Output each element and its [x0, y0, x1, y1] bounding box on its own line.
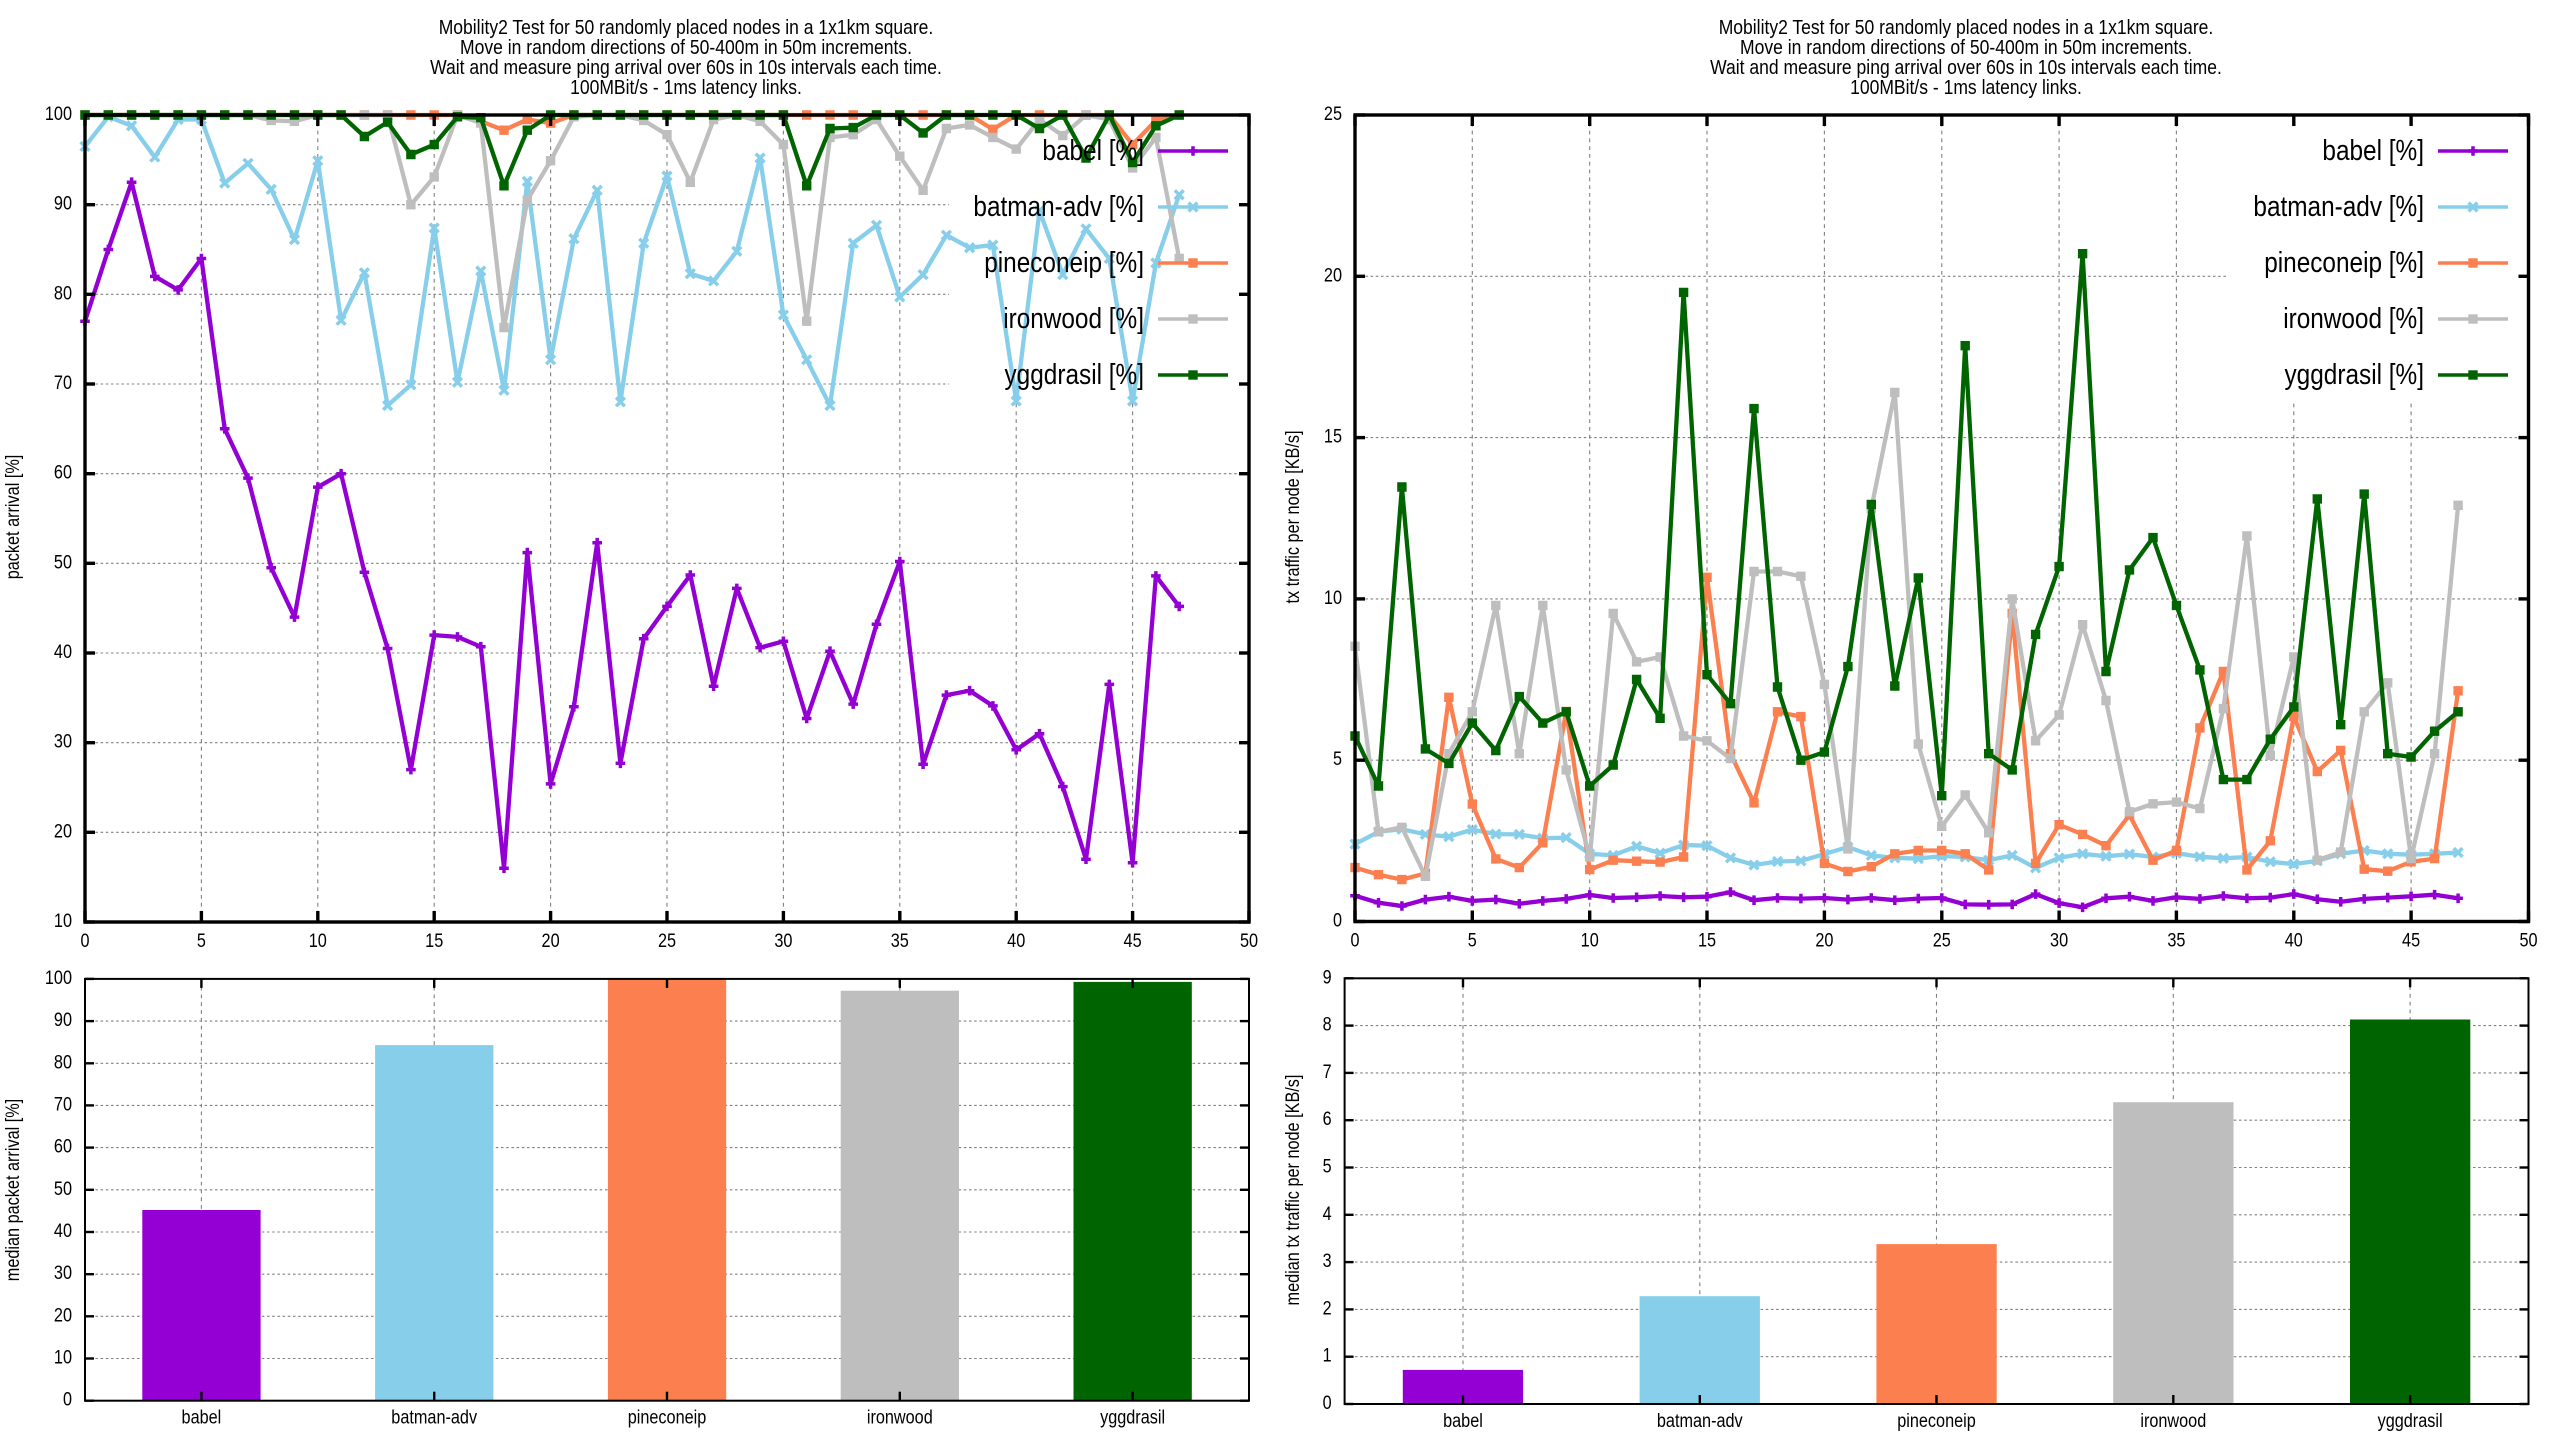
svg-text:45: 45 — [1124, 931, 1142, 952]
svg-text:30: 30 — [2050, 931, 2068, 952]
svg-text:batman-adv [%]: batman-adv [%] — [973, 191, 1144, 223]
svg-text:40: 40 — [54, 642, 72, 663]
svg-text:yggdrasil: yggdrasil — [2378, 1411, 2443, 1432]
svg-text:median tx traffic per node [KB: median tx traffic per node [KB/s] — [1283, 1075, 1304, 1306]
svg-text:9: 9 — [1323, 967, 1332, 988]
svg-text:packet arrival [%]: packet arrival [%] — [3, 455, 24, 580]
svg-text:0: 0 — [1351, 931, 1360, 952]
svg-text:100: 100 — [45, 104, 72, 125]
svg-text:pineconeip [%]: pineconeip [%] — [2264, 247, 2424, 279]
svg-text:50: 50 — [54, 1179, 72, 1200]
svg-text:ironwood [%]: ironwood [%] — [1003, 303, 1144, 335]
svg-text:yggdrasil [%]: yggdrasil [%] — [2285, 359, 2425, 391]
svg-text:20: 20 — [54, 1305, 72, 1326]
svg-text:50: 50 — [1240, 931, 1258, 952]
svg-text:batman-adv: batman-adv — [1657, 1411, 1743, 1432]
svg-text:35: 35 — [891, 931, 909, 952]
svg-text:20: 20 — [54, 821, 72, 842]
svg-text:50: 50 — [54, 552, 72, 573]
svg-text:2: 2 — [1323, 1298, 1332, 1319]
svg-text:80: 80 — [54, 1052, 72, 1073]
svg-text:10: 10 — [54, 911, 72, 932]
svg-text:10: 10 — [1581, 931, 1599, 952]
svg-text:70: 70 — [54, 1094, 72, 1115]
svg-text:0: 0 — [1323, 1393, 1332, 1414]
svg-text:Move in random directions of 5: Move in random directions of 50-400m in … — [460, 36, 912, 59]
svg-text:8: 8 — [1323, 1015, 1332, 1036]
svg-text:15: 15 — [1324, 427, 1342, 448]
svg-text:ironwood [%]: ironwood [%] — [2283, 303, 2424, 335]
svg-text:40: 40 — [1007, 931, 1025, 952]
svg-text:90: 90 — [54, 1010, 72, 1031]
svg-text:0: 0 — [63, 1390, 72, 1411]
svg-text:Move in random directions of 5: Move in random directions of 50-400m in … — [1740, 36, 2192, 59]
svg-text:25: 25 — [1933, 931, 1951, 952]
svg-text:3: 3 — [1323, 1251, 1332, 1272]
svg-text:30: 30 — [774, 931, 792, 952]
svg-text:7: 7 — [1323, 1062, 1332, 1083]
svg-text:60: 60 — [54, 463, 72, 484]
svg-text:0: 0 — [81, 931, 90, 952]
svg-text:5: 5 — [1468, 931, 1477, 952]
svg-text:100: 100 — [45, 968, 72, 989]
svg-text:20: 20 — [542, 931, 560, 952]
svg-text:babel [%]: babel [%] — [1042, 135, 1144, 167]
svg-text:yggdrasil [%]: yggdrasil [%] — [1005, 359, 1145, 391]
svg-text:60: 60 — [54, 1137, 72, 1158]
svg-text:10: 10 — [1324, 588, 1342, 609]
svg-text:20: 20 — [1324, 265, 1342, 286]
svg-text:tx traffic per node [KB/s]: tx traffic per node [KB/s] — [1283, 430, 1304, 603]
svg-text:25: 25 — [658, 931, 676, 952]
svg-text:35: 35 — [2167, 931, 2185, 952]
svg-text:15: 15 — [425, 931, 443, 952]
svg-text:80: 80 — [54, 283, 72, 304]
svg-text:40: 40 — [2285, 931, 2303, 952]
svg-text:4: 4 — [1323, 1204, 1332, 1225]
svg-text:0: 0 — [1333, 911, 1342, 932]
svg-text:pineconeip: pineconeip — [628, 1408, 707, 1429]
svg-text:Mobility2 Test for 50 randomly: Mobility2 Test for 50 randomly placed no… — [1719, 16, 2214, 39]
svg-text:5: 5 — [1333, 749, 1342, 770]
svg-text:30: 30 — [54, 1263, 72, 1284]
svg-text:pineconeip: pineconeip — [1897, 1411, 1976, 1432]
svg-text:babel: babel — [1443, 1411, 1483, 1432]
svg-text:Mobility2 Test for 50 randomly: Mobility2 Test for 50 randomly placed no… — [439, 16, 934, 39]
svg-text:5: 5 — [197, 931, 206, 952]
svg-text:100MBit/s - 1ms latency links.: 100MBit/s - 1ms latency links. — [570, 76, 802, 99]
svg-text:30: 30 — [54, 732, 72, 753]
svg-text:babel: babel — [182, 1408, 222, 1429]
svg-text:20: 20 — [1815, 931, 1833, 952]
svg-text:45: 45 — [2402, 931, 2420, 952]
svg-text:70: 70 — [54, 373, 72, 394]
svg-text:10: 10 — [54, 1348, 72, 1369]
svg-text:25: 25 — [1324, 104, 1342, 125]
svg-text:1: 1 — [1323, 1346, 1332, 1367]
svg-text:15: 15 — [1698, 931, 1716, 952]
svg-text:50: 50 — [2519, 931, 2537, 952]
svg-text:ironwood: ironwood — [2140, 1411, 2206, 1432]
svg-text:100MBit/s - 1ms latency links.: 100MBit/s - 1ms latency links. — [1850, 76, 2082, 99]
svg-text:40: 40 — [54, 1221, 72, 1242]
svg-text:batman-adv: batman-adv — [391, 1408, 477, 1429]
svg-text:yggdrasil: yggdrasil — [1100, 1408, 1165, 1429]
svg-text:6: 6 — [1323, 1109, 1332, 1130]
svg-text:90: 90 — [54, 194, 72, 215]
svg-text:median packet arrival [%]: median packet arrival [%] — [3, 1099, 24, 1281]
svg-text:batman-adv [%]: batman-adv [%] — [2253, 191, 2424, 223]
svg-text:10: 10 — [309, 931, 327, 952]
svg-text:babel [%]: babel [%] — [2322, 135, 2424, 167]
svg-text:Wait and measure ping arrival: Wait and measure ping arrival over 60s i… — [1710, 56, 2222, 79]
svg-text:5: 5 — [1323, 1157, 1332, 1178]
svg-text:Wait and measure ping arrival: Wait and measure ping arrival over 60s i… — [430, 56, 942, 79]
svg-text:ironwood: ironwood — [867, 1408, 933, 1429]
svg-text:pineconeip [%]: pineconeip [%] — [984, 247, 1144, 279]
